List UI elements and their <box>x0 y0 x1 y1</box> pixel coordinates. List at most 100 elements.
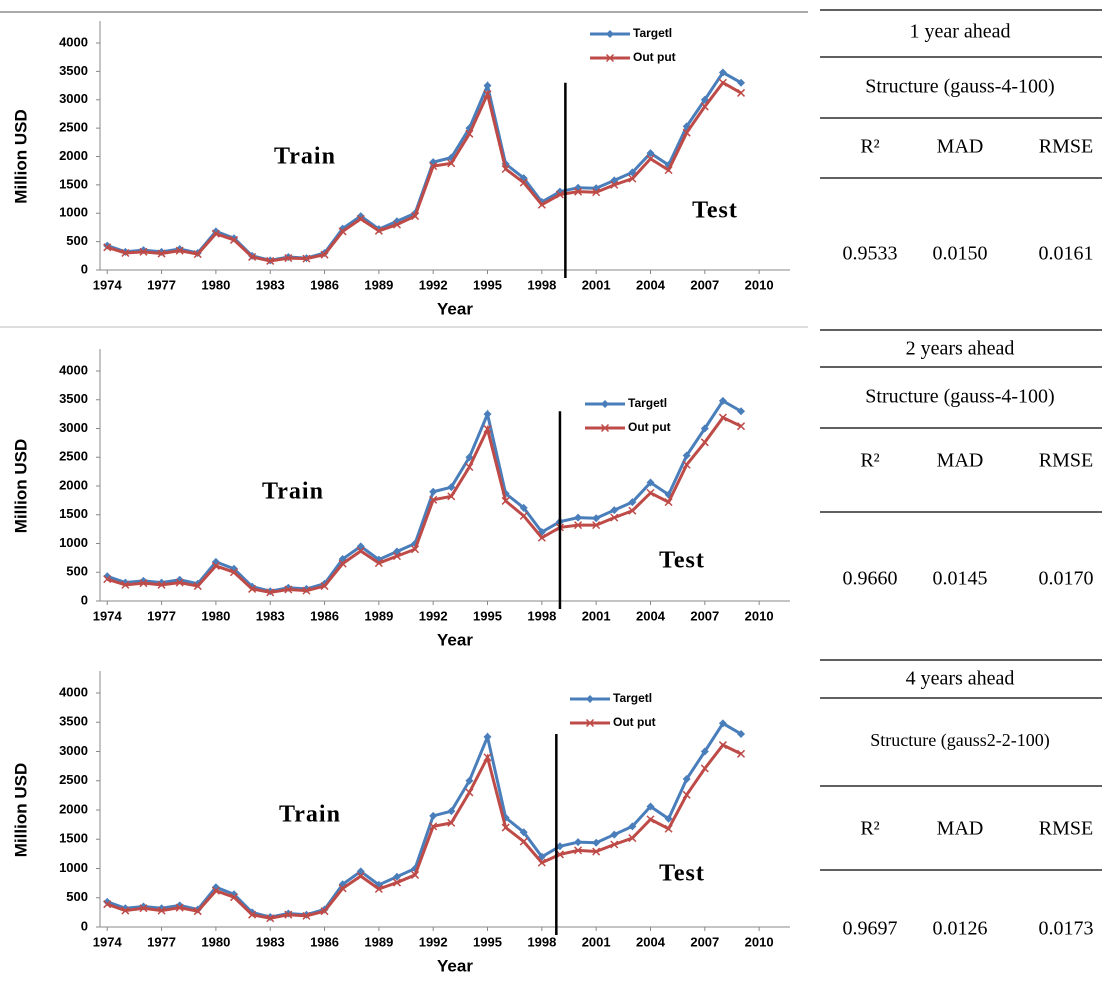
marker <box>356 214 365 223</box>
marker <box>700 424 709 433</box>
marker <box>266 588 275 597</box>
table-header: R² <box>860 818 879 840</box>
x-tick-label: 1974 <box>93 277 123 292</box>
legend-label: Out put <box>628 420 671 434</box>
x-tick-label: 1995 <box>473 934 502 949</box>
marker <box>664 824 673 833</box>
table-cell: 0.9660 <box>843 568 898 590</box>
series-line <box>106 415 742 594</box>
marker <box>483 81 492 90</box>
marker <box>483 90 492 99</box>
legend-label: Targetl <box>628 396 667 410</box>
x-tick-label: 1983 <box>256 934 285 949</box>
marker <box>682 774 691 783</box>
marker <box>483 732 492 741</box>
y-tick-label: 0 <box>81 592 88 607</box>
marker <box>646 154 655 163</box>
marker <box>465 788 474 797</box>
y-tick-label: 1500 <box>59 176 88 191</box>
x-tick-label: 1980 <box>201 934 230 949</box>
marker <box>700 764 709 773</box>
table-title: 2 years ahead <box>906 338 1015 360</box>
marker <box>664 166 673 175</box>
marker <box>592 514 601 523</box>
marker <box>736 749 746 758</box>
annotation: Train <box>274 144 336 170</box>
marker <box>374 884 383 894</box>
x-tick-label: 1977 <box>147 934 176 949</box>
marker <box>737 729 746 738</box>
table-header: RMSE <box>1039 818 1093 840</box>
marker <box>574 838 583 847</box>
x-tick-label: 1977 <box>147 277 176 292</box>
marker <box>646 815 655 824</box>
y-axis-label: Million USD <box>11 109 30 203</box>
x-tick-label: 2001 <box>582 934 611 949</box>
marker <box>605 53 615 63</box>
marker <box>718 413 727 422</box>
marker <box>392 878 402 887</box>
marker <box>610 180 619 189</box>
marker <box>356 212 365 221</box>
marker <box>682 790 691 799</box>
marker <box>574 521 583 530</box>
table-cell: 0.9697 <box>843 918 898 940</box>
marker <box>411 212 420 221</box>
y-tick-label: 2000 <box>59 148 88 163</box>
legend-label: Out put <box>633 50 676 64</box>
x-tick-label: 1995 <box>473 277 502 292</box>
marker <box>574 513 583 522</box>
x-tick-label: 1986 <box>310 277 339 292</box>
marker <box>302 586 311 595</box>
marker <box>718 719 727 728</box>
marker <box>537 533 546 542</box>
table-header: MAD <box>937 818 984 840</box>
y-tick-label: 4000 <box>59 34 88 49</box>
y-tick-label: 500 <box>66 564 88 579</box>
y-tick-label: 2000 <box>59 801 88 816</box>
marker <box>718 396 727 405</box>
marker <box>628 174 637 183</box>
marker <box>600 423 610 433</box>
marker <box>519 511 528 520</box>
annotation: Test <box>659 548 705 574</box>
table-cell: 0.0145 <box>933 568 988 590</box>
marker <box>537 200 546 209</box>
marker <box>606 30 614 38</box>
marker <box>737 407 746 416</box>
table-header: MAD <box>937 450 984 472</box>
marker <box>211 886 220 895</box>
x-tick-label: 2007 <box>690 934 719 949</box>
marker <box>429 822 438 831</box>
y-tick-label: 500 <box>66 233 88 248</box>
y-tick-label: 2500 <box>59 449 88 464</box>
marker <box>447 492 456 501</box>
marker <box>356 872 365 881</box>
marker <box>700 438 709 447</box>
series-line <box>106 398 742 593</box>
marker <box>392 872 401 881</box>
marker <box>610 840 619 849</box>
marker <box>103 243 112 252</box>
table-header: MAD <box>937 136 984 158</box>
x-tick-label: 2007 <box>690 277 719 292</box>
x-tick-label: 1998 <box>527 608 556 623</box>
y-tick-label: 1500 <box>59 506 88 521</box>
marker <box>664 498 673 507</box>
legend-label: Targetl <box>633 26 672 40</box>
x-tick-label: 2001 <box>582 608 611 623</box>
marker <box>737 78 746 87</box>
marker <box>664 814 673 823</box>
annotation: Train <box>279 802 341 828</box>
marker <box>356 546 365 556</box>
x-tick-label: 1974 <box>93 608 123 623</box>
x-tick-label: 1989 <box>364 608 393 623</box>
marker <box>586 695 594 703</box>
y-tick-label: 3000 <box>59 743 88 758</box>
table-structure: Structure (gauss-4-100) <box>865 76 1054 98</box>
marker <box>429 487 438 496</box>
annotation: Test <box>692 198 738 224</box>
x-tick-label: 1992 <box>419 277 448 292</box>
y-tick-label: 3500 <box>59 714 88 729</box>
x-tick-label: 2007 <box>690 608 719 623</box>
